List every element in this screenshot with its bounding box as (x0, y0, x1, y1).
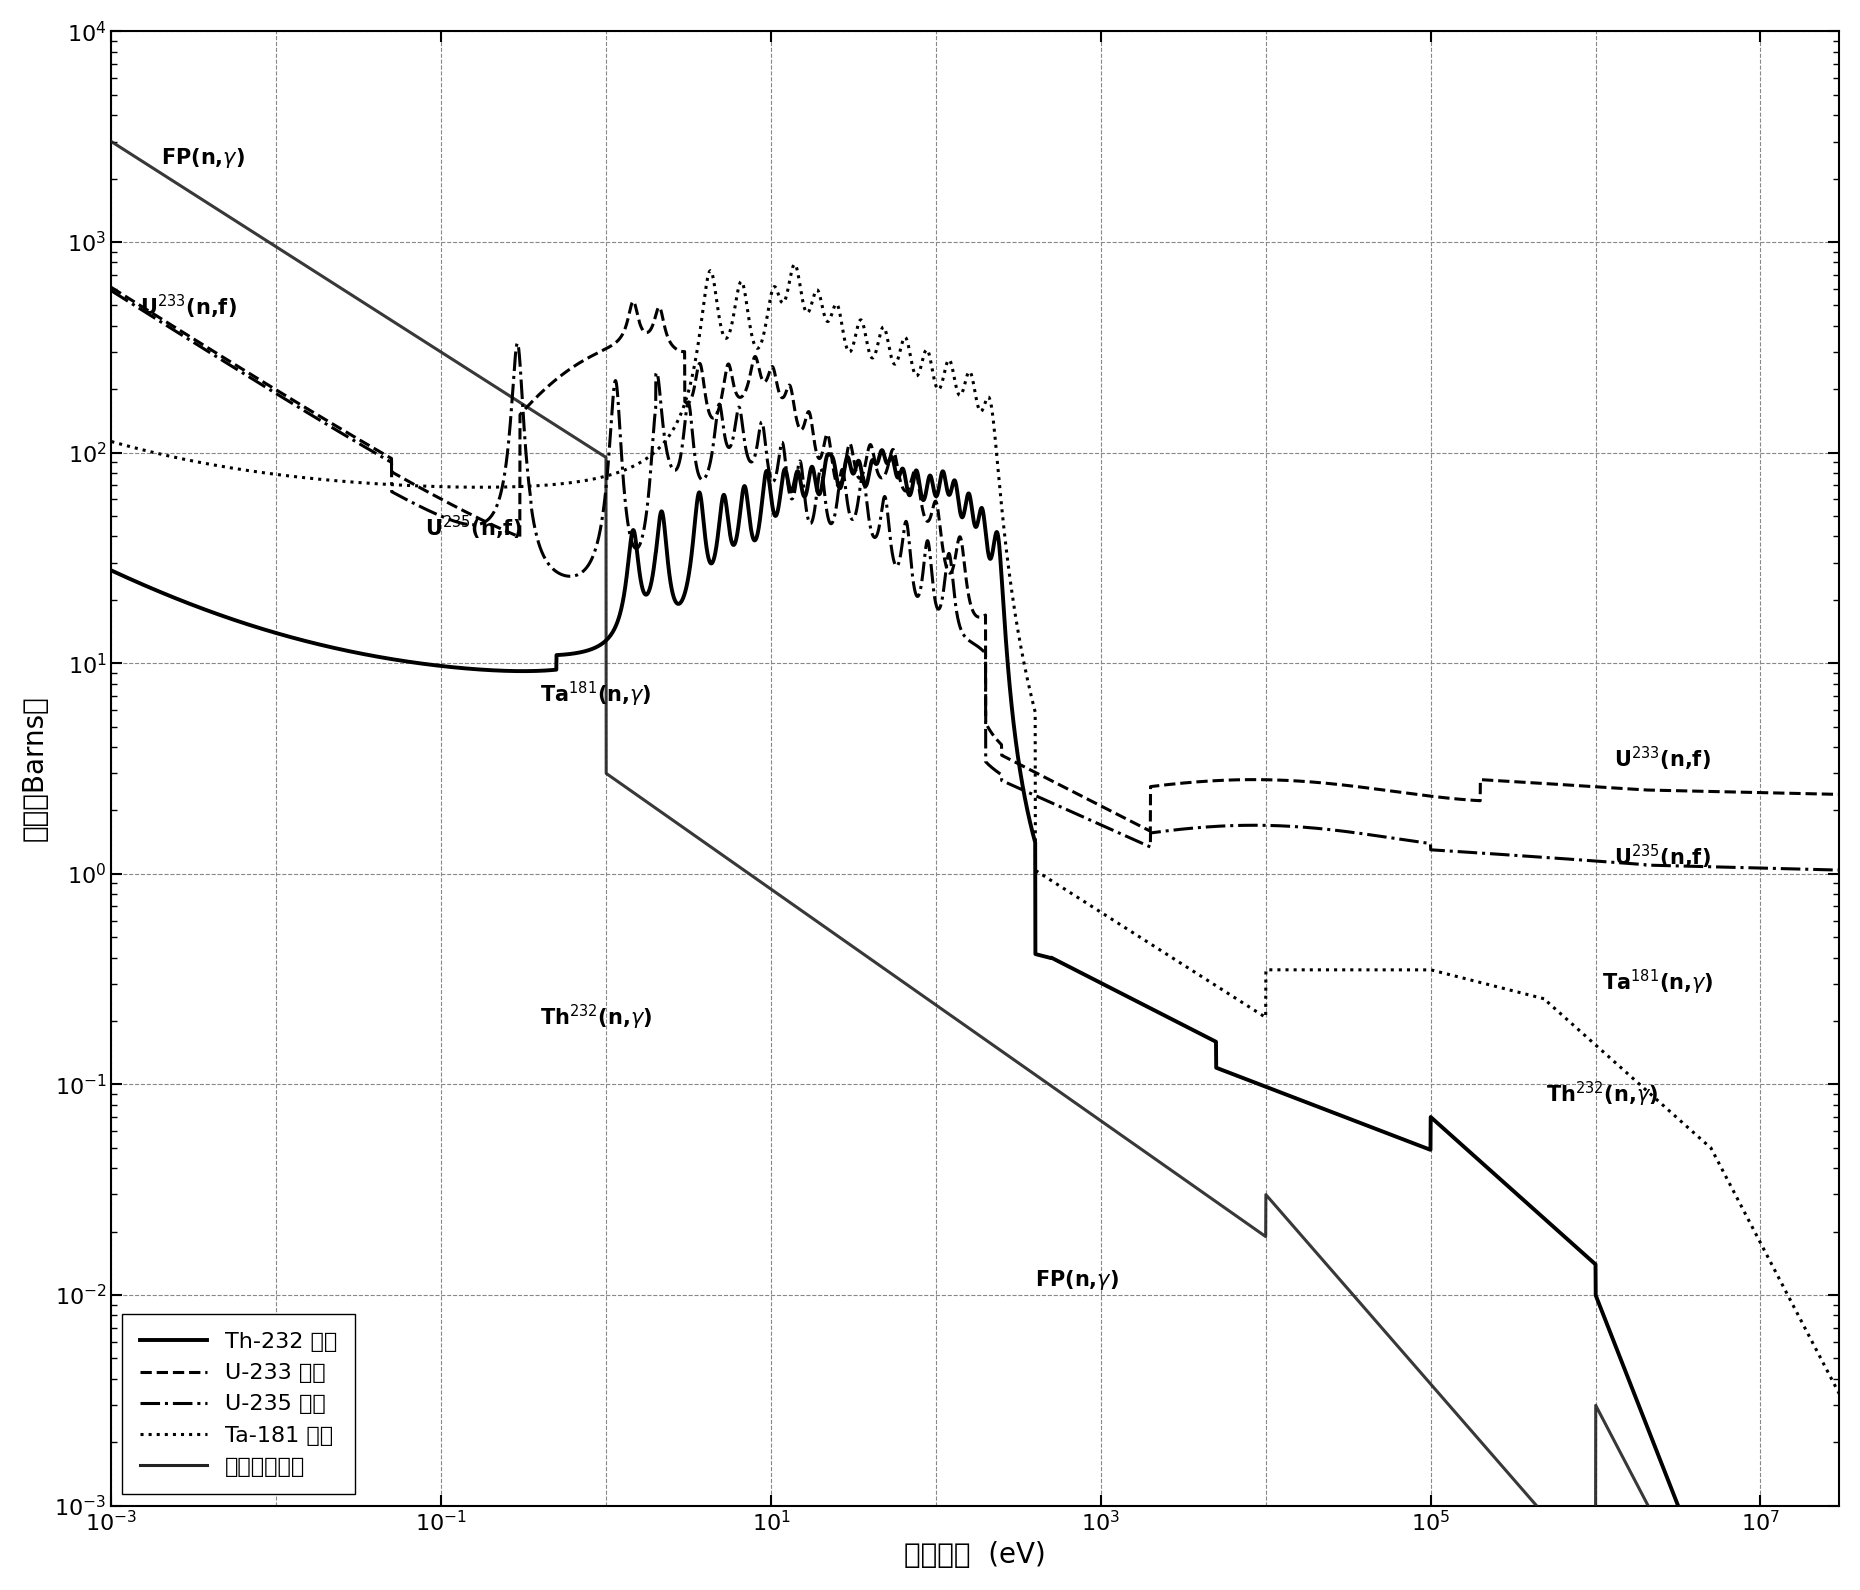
Text: Th$^{232}$(n,$\gamma$): Th$^{232}$(n,$\gamma$) (541, 1003, 653, 1032)
Text: U$^{235}$(n,f): U$^{235}$(n,f) (1614, 843, 1711, 871)
Text: U$^{235}$(n,f): U$^{235}$(n,f) (426, 514, 523, 542)
Legend: Th-232 俨获, U-233 裂变, U-235 裂变, Ta-181 俨获, 裂变产物俨获: Th-232 俨获, U-233 裂变, U-235 裂变, Ta-181 俨获… (123, 1315, 355, 1495)
Text: FP(n,$\gamma$): FP(n,$\gamma$) (162, 146, 246, 170)
Text: U$^{233}$(n,f): U$^{233}$(n,f) (1614, 746, 1711, 773)
Text: Ta$^{181}$(n,$\gamma$): Ta$^{181}$(n,$\gamma$) (1603, 968, 1713, 997)
X-axis label: 中子能量  (eV): 中子能量 (eV) (904, 1541, 1045, 1569)
Text: U$^{233}$(n,f): U$^{233}$(n,f) (140, 293, 238, 321)
Text: FP(n,$\gamma$): FP(n,$\gamma$) (1036, 1269, 1120, 1293)
Y-axis label: 截面（Barns）: 截面（Barns） (20, 695, 48, 841)
Text: Th$^{232}$(n,$\gamma$): Th$^{232}$(n,$\gamma$) (1546, 1080, 1657, 1110)
Text: Ta$^{181}$(n,$\gamma$): Ta$^{181}$(n,$\gamma$) (541, 681, 651, 709)
